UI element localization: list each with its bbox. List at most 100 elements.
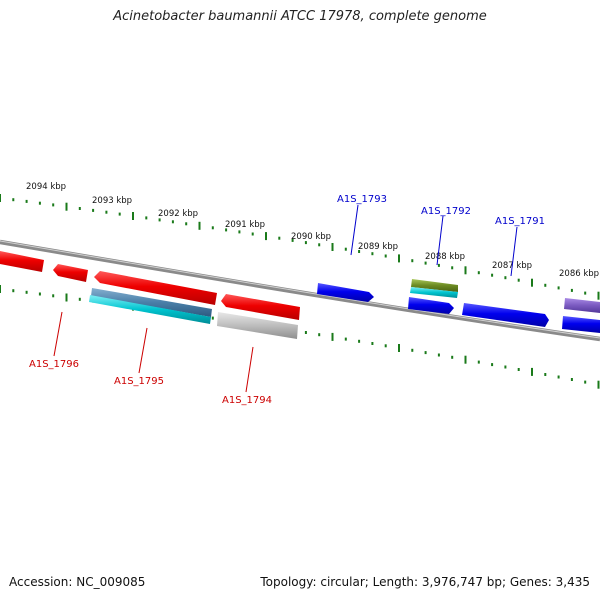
minor-tick	[145, 216, 148, 220]
minor-tick	[570, 378, 573, 381]
major-tick	[198, 221, 201, 230]
minor-tick	[451, 355, 454, 359]
minor-tick	[451, 266, 454, 270]
minor-tick	[92, 208, 95, 212]
scale-label-2092: 2092 kbp	[158, 209, 198, 219]
minor-tick	[424, 351, 427, 355]
gene-gray[interactable]	[217, 312, 298, 339]
minor-tick	[52, 294, 55, 298]
minor-tick	[12, 198, 15, 202]
major-tick	[531, 367, 533, 376]
major-tick	[65, 202, 68, 211]
gene-red-edge[interactable]	[0, 251, 44, 272]
gene-A1S_1794[interactable]	[221, 294, 300, 320]
accession-text: Accession: NC_009085	[9, 575, 146, 589]
minor-tick	[171, 220, 174, 224]
gene-purple-edge[interactable]	[564, 298, 600, 313]
minor-tick	[584, 380, 587, 384]
gene-A1S_1792-band	[410, 287, 458, 298]
major-tick	[132, 212, 134, 220]
minor-tick	[185, 222, 188, 226]
scale-labels: 2094 kbp 2093 kbp 2092 kbp 2091 kbp 2090…	[26, 182, 599, 279]
minor-tick	[105, 210, 108, 214]
minor-tick	[504, 276, 507, 280]
major-tick	[398, 344, 400, 352]
gene-A1S_1791[interactable]	[462, 303, 549, 327]
minor-tick	[491, 363, 494, 367]
minor-tick	[411, 259, 414, 263]
minor-tick	[118, 212, 121, 216]
gene-label-A1S_1794[interactable]: A1S_1794	[222, 395, 272, 406]
major-tick	[464, 266, 467, 275]
minor-tick	[477, 271, 480, 275]
major-tick	[265, 232, 267, 241]
genome-backbone-highlight	[0, 240, 600, 339]
gene-red-large[interactable]	[94, 271, 217, 305]
minor-tick	[52, 203, 55, 207]
minor-tick	[38, 292, 41, 296]
minor-tick	[304, 241, 307, 245]
scale-label-2088: 2088 kbp	[425, 252, 465, 262]
gene-label-A1S_1795[interactable]: A1S_1795	[114, 376, 164, 387]
minor-tick	[78, 297, 81, 301]
minor-tick	[12, 289, 15, 293]
minor-tick	[344, 247, 347, 251]
major-tick	[597, 380, 600, 389]
minor-tick	[491, 273, 494, 277]
minor-tick	[318, 333, 321, 337]
minor-tick	[344, 337, 347, 341]
major-tick	[531, 278, 533, 287]
genome-summary-text: Topology: circular; Length: 3,976,747 bp…	[260, 575, 590, 589]
major-tick	[65, 293, 68, 302]
minor-tick	[384, 344, 387, 348]
gene-label-A1S_1796[interactable]: A1S_1796	[29, 359, 79, 370]
gene-label-A1S_1791[interactable]: A1S_1791	[495, 216, 545, 227]
gene-A1S_1796[interactable]	[53, 264, 88, 282]
minor-tick	[358, 339, 361, 343]
minor-tick	[251, 232, 254, 236]
minor-tick	[211, 226, 214, 230]
minor-tick	[411, 348, 414, 352]
minor-tick	[38, 201, 41, 205]
minor-tick	[25, 290, 28, 294]
gene-A1S_1792[interactable]	[411, 279, 458, 292]
major-tick	[0, 194, 1, 202]
minor-tick	[517, 368, 520, 371]
minor-tick	[477, 360, 480, 364]
minor-tick	[544, 283, 547, 287]
gene-label-A1S_1793[interactable]: A1S_1793	[337, 194, 387, 205]
gene-A1S_1795[interactable]	[89, 295, 211, 324]
gene-blue-edge[interactable]	[562, 316, 600, 333]
minor-tick	[318, 243, 321, 247]
label-leaders	[53, 204, 518, 393]
minor-tick	[504, 365, 507, 369]
minor-tick	[371, 342, 374, 345]
minor-tick	[25, 199, 28, 203]
gene-A1S_1793[interactable]	[317, 283, 374, 302]
gene-blue-small[interactable]	[408, 297, 454, 314]
scale-label-2094: 2094 kbp	[26, 182, 66, 192]
major-tick	[597, 291, 600, 300]
gene-labels: A1S_1793 A1S_1792 A1S_1791 A1S_1796 A1S_…	[29, 194, 545, 406]
minor-tick	[78, 207, 81, 210]
minor-tick	[225, 228, 228, 232]
gene-A1S_1795-steel[interactable]	[91, 288, 212, 317]
minor-tick	[544, 373, 547, 376]
minor-tick	[557, 286, 560, 290]
major-tick	[398, 254, 400, 263]
minor-tick	[437, 263, 440, 267]
map-title: Acinetobacter baumannii ATCC 17978, comp…	[113, 9, 487, 24]
minor-tick	[424, 261, 427, 265]
scale-ticks-top	[0, 194, 600, 300]
minor-tick	[557, 375, 560, 379]
minor-tick	[291, 238, 294, 242]
major-tick	[331, 243, 334, 251]
major-tick	[0, 285, 1, 293]
minor-tick	[238, 230, 241, 234]
gene-label-A1S_1792[interactable]: A1S_1792	[421, 206, 471, 217]
genome-backbone	[0, 239, 600, 342]
minor-tick	[517, 278, 520, 282]
scale-label-2091: 2091 kbp	[225, 220, 265, 230]
genes-forward	[317, 279, 600, 333]
